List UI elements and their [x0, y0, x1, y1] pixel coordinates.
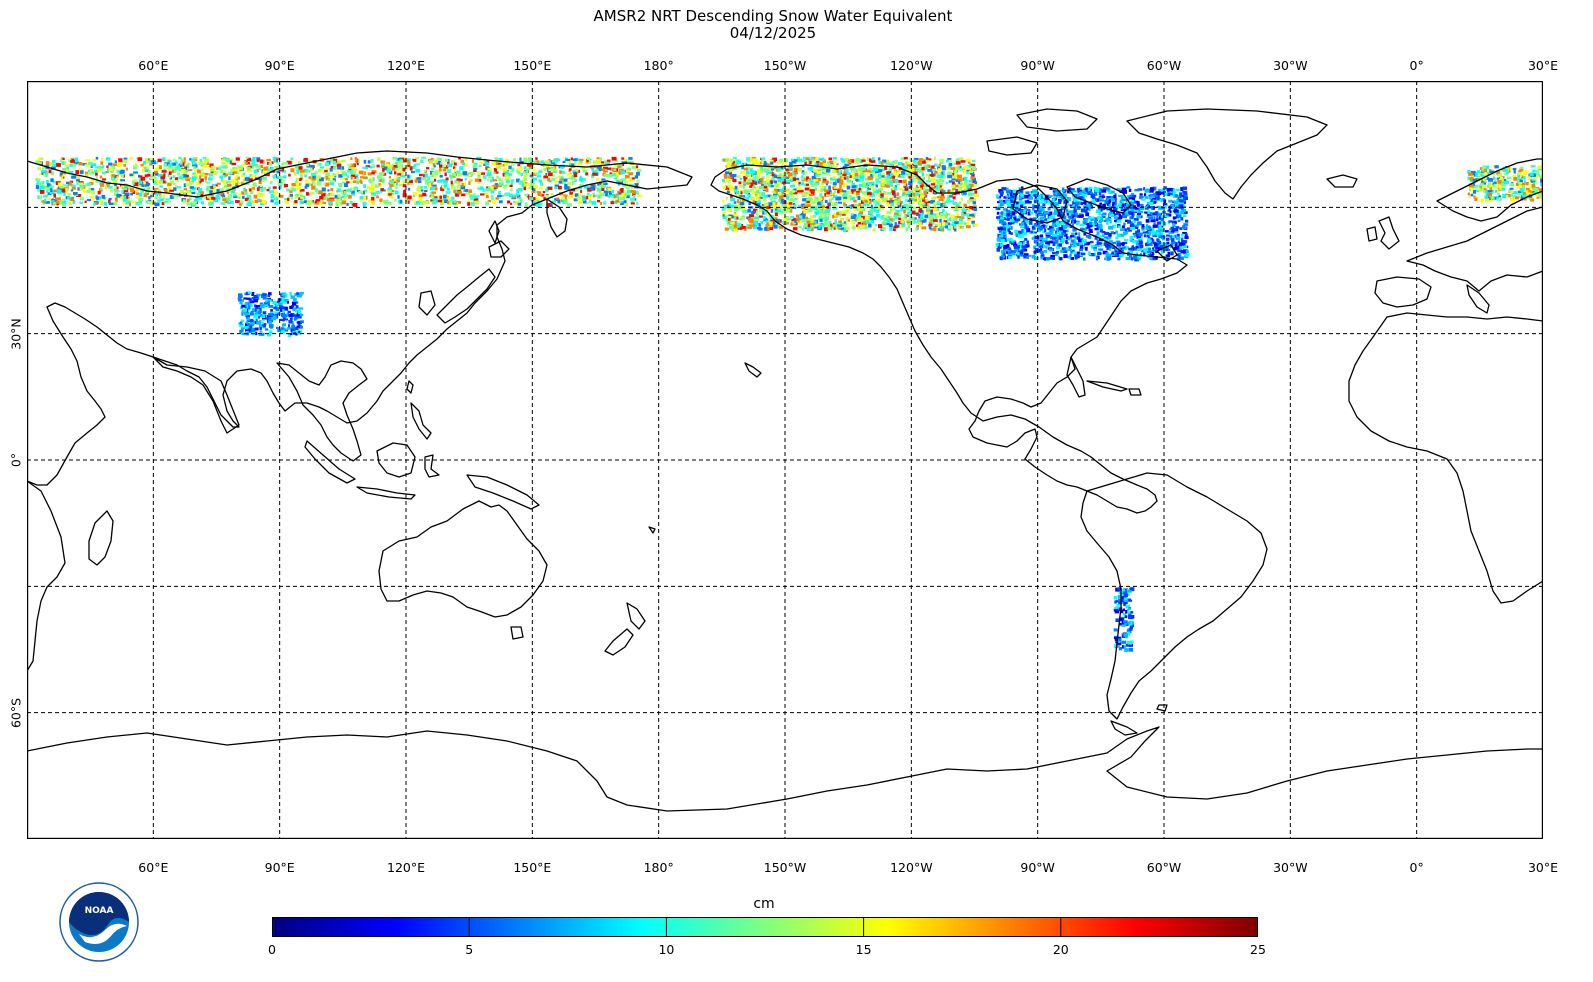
- coast-hispaniola: [1128, 388, 1142, 396]
- coast-japan: [436, 268, 496, 324]
- lat-label-2: 60°S: [8, 697, 24, 728]
- coast-java: [356, 486, 416, 500]
- coast-europe-west-asia: [27, 150, 693, 486]
- coast-hokkaido: [488, 240, 510, 258]
- coast-sakhalin: [488, 220, 500, 244]
- coast-madagascar: [88, 510, 114, 566]
- coast-southeast-asia: [276, 360, 368, 462]
- coast-scandinavia: [1436, 158, 1543, 222]
- coast-hawaii: [744, 362, 762, 378]
- colorbar-frame: [272, 917, 1258, 937]
- colorbar: [272, 917, 1258, 937]
- bottom-lon-label-8: 60°W: [1146, 860, 1182, 875]
- bottom-lon-label-0: 60°E: [138, 860, 169, 875]
- bottom-lon-label-11: 30°E: [1527, 860, 1559, 875]
- coast-falklands: [1156, 704, 1168, 712]
- top-lon-label-10: 0°: [1409, 58, 1424, 73]
- title-line-2: 04/12/2025: [729, 24, 817, 42]
- top-lon-label-4: 180°: [643, 58, 674, 73]
- coast-europe-east: [1406, 206, 1543, 292]
- world-map: [27, 81, 1543, 839]
- colorbar-tick-1: 5: [465, 942, 474, 957]
- coast-italy: [1466, 284, 1490, 314]
- bottom-lon-label-3: 150°E: [513, 860, 552, 875]
- coast-tierra-del-fuego: [1110, 720, 1138, 736]
- top-lon-label-2: 120°E: [386, 58, 426, 73]
- bottom-lon-label-9: 30°W: [1273, 860, 1308, 875]
- top-lon-label-8: 60°W: [1146, 58, 1182, 73]
- map-title: AMSR2 NRT Descending Snow Water Equivale…: [0, 8, 1546, 42]
- title-line-1: AMSR2 NRT Descending Snow Water Equivale…: [593, 7, 953, 25]
- coast-greenland: [1126, 108, 1328, 200]
- coast-korea: [418, 290, 436, 316]
- coast-new-zealand-north: [626, 602, 646, 630]
- lat-label-0: 30°N: [8, 317, 24, 350]
- bottom-lon-label-4: 180°: [643, 860, 674, 875]
- coast-kamchatka: [546, 198, 568, 238]
- coast-florida: [1066, 356, 1086, 398]
- coast-new-guinea: [466, 474, 540, 510]
- coast-iberia: [1374, 276, 1432, 308]
- snow-region-andes: [1113, 587, 1135, 652]
- lat-label-1: 0°: [8, 452, 24, 468]
- bottom-lon-label-6: 120°W: [890, 860, 933, 875]
- noaa-logo: NOAA: [59, 882, 139, 962]
- top-lon-label-5: 150°W: [763, 58, 807, 73]
- noaa-logo-text: NOAA: [85, 906, 114, 916]
- coast-ireland: [1366, 226, 1378, 242]
- colorbar-tick-4: 20: [1052, 942, 1069, 957]
- snow-region-northern-asia: [35, 156, 642, 207]
- colorbar-gradient: [272, 917, 1258, 937]
- coast-indian-subcontinent: [152, 356, 240, 434]
- graticule: [27, 81, 1543, 839]
- coast-australia: [378, 500, 548, 618]
- top-lon-label-3: 150°E: [513, 58, 552, 73]
- bottom-lon-label-1: 90°E: [264, 860, 295, 875]
- coast-iceland: [1326, 174, 1358, 188]
- coast-africa-east: [27, 480, 66, 672]
- colorbar-tick-2: 10: [658, 942, 675, 957]
- colorbar-tick-0: 0: [268, 942, 276, 957]
- bottom-lon-label-2: 120°E: [386, 860, 426, 875]
- bottom-lon-label-7: 90°W: [1020, 860, 1055, 875]
- map-frame: [27, 81, 1543, 839]
- snow-water-equivalent-layer: [35, 156, 1543, 652]
- bottom-lon-label-10: 0°: [1409, 860, 1424, 875]
- snow-region-central-asia-plateau: [237, 291, 304, 338]
- colorbar-tick-5: 25: [1250, 942, 1266, 957]
- bottom-lon-label-5: 150°W: [763, 860, 807, 875]
- top-lon-label-9: 30°W: [1273, 58, 1308, 73]
- coast-tasmania: [510, 626, 524, 640]
- coast-baffin: [1066, 178, 1132, 214]
- coast-new-zealand-south: [604, 628, 634, 656]
- coast-africa-west: [1348, 312, 1543, 604]
- top-lon-label-6: 120°W: [890, 58, 933, 73]
- coast-sumatra: [304, 440, 356, 484]
- colorbar-unit: cm: [753, 896, 775, 912]
- coast-british-isles: [1378, 216, 1400, 250]
- coast-borneo: [376, 442, 416, 478]
- coast-antarctica: [27, 726, 1543, 839]
- top-lon-label-0: 60°E: [138, 58, 169, 73]
- coast-victoria-island: [986, 136, 1038, 156]
- coast-sulawesi: [424, 454, 440, 478]
- coast-fiji: [648, 526, 656, 534]
- coast-hudson-bay: [1012, 184, 1068, 224]
- coast-taiwan: [406, 380, 414, 394]
- coast-ellesmere: [1016, 108, 1098, 132]
- snow-region-alaska-canada-west: [721, 156, 979, 232]
- snow-region-canada-east: [995, 186, 1190, 262]
- colorbar-tick-3: 15: [855, 942, 872, 957]
- coast-south-america: [1080, 472, 1268, 720]
- coast-philippines: [410, 402, 432, 440]
- top-lon-label-1: 90°E: [264, 58, 295, 73]
- coast-cuba: [1086, 380, 1128, 392]
- top-lon-label-7: 90°W: [1020, 58, 1055, 73]
- top-lon-label-11: 30°E: [1527, 58, 1559, 73]
- snow-region-scandinavia: [1467, 165, 1543, 203]
